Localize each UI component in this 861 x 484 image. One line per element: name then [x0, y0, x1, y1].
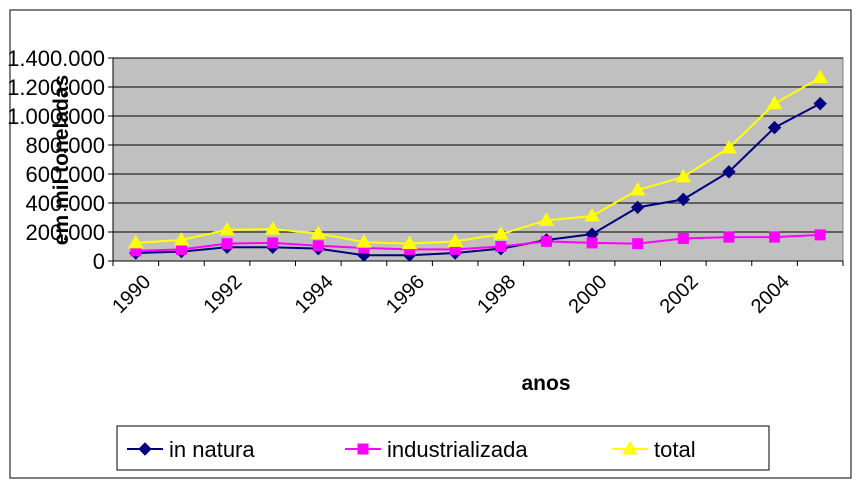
data-point: [312, 240, 324, 252]
data-point: [722, 165, 736, 179]
data-point: [492, 226, 509, 240]
data-point: [447, 233, 464, 247]
data-point: [813, 96, 827, 111]
data-point: [173, 231, 190, 246]
y-tick-label: 400.000: [25, 191, 105, 216]
data-point: [267, 237, 279, 249]
series-line: [135, 233, 821, 252]
data-point: [629, 181, 646, 196]
data-point: [767, 120, 782, 135]
data-point: [540, 235, 552, 247]
y-tick-label: 1.400.000: [7, 46, 105, 71]
data-point: [219, 221, 235, 236]
legend-label: total: [654, 437, 696, 462]
data-point: [221, 238, 233, 250]
data-point: [812, 69, 829, 84]
data-point: [721, 139, 737, 154]
data-point: [127, 234, 144, 249]
y-tick-label: 0: [93, 249, 105, 274]
data-point: [675, 168, 692, 183]
data-point: [586, 237, 598, 249]
data-point: [584, 208, 600, 222]
y-tick-label: 1.200.000: [7, 75, 105, 100]
data-point: [769, 231, 781, 243]
data-point: [676, 192, 691, 207]
data-point: [677, 233, 689, 245]
x-axis-label: anos: [521, 372, 570, 395]
data-point: [632, 238, 644, 250]
y-tick-label: 1.000.000: [7, 104, 105, 129]
data-point: [814, 229, 826, 241]
plot-area: [112, 57, 844, 262]
legend-marker: [622, 441, 638, 455]
legend-marker: [138, 442, 152, 456]
legend-marker: [357, 443, 369, 455]
legend-label: industrializada: [387, 437, 528, 462]
y-tick-label: 800.000: [25, 133, 105, 158]
data-point: [723, 231, 735, 243]
data-point: [538, 212, 555, 226]
data-point: [766, 95, 783, 110]
data-point: [401, 235, 418, 250]
y-tick-label: 600.000: [25, 162, 105, 187]
y-tick-label: 200.000: [25, 220, 105, 245]
series-line: [135, 76, 821, 245]
y-axis-label: em mil toneladas: [50, 75, 73, 245]
data-point: [630, 200, 645, 215]
data-point: [495, 241, 507, 252]
series-line: [135, 102, 821, 257]
data-point: [356, 234, 372, 248]
data-point: [310, 225, 327, 239]
data-point: [175, 243, 187, 255]
legend-label: in natura: [169, 437, 255, 462]
data-point: [264, 221, 281, 235]
legend: [116, 425, 770, 471]
